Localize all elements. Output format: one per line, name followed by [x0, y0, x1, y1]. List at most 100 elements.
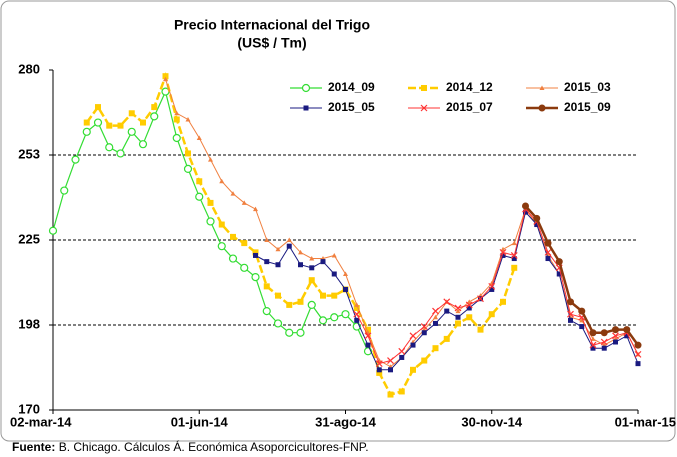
data-point	[230, 191, 236, 196]
data-point	[455, 320, 461, 327]
source: Fuente: B. Chicago. Cálculos Á. Económic…	[12, 439, 369, 454]
data-point	[341, 310, 350, 319]
data-point	[320, 259, 326, 265]
data-point	[163, 76, 168, 82]
data-point	[353, 305, 360, 311]
data-point	[150, 112, 159, 121]
data-point	[264, 237, 270, 242]
data-point	[433, 320, 438, 326]
data-point	[387, 357, 394, 364]
data-point	[477, 295, 484, 303]
data-point	[298, 249, 303, 255]
data-point	[511, 240, 517, 246]
data-point	[251, 272, 260, 282]
data-point	[95, 104, 101, 111]
data-point	[398, 347, 406, 355]
data-point	[117, 122, 124, 129]
data-point	[219, 178, 225, 184]
y-tick-label: 198	[18, 316, 40, 331]
legend-item: 2015_09	[526, 100, 611, 114]
data-point	[71, 155, 80, 164]
data-point	[253, 252, 258, 258]
data-point	[511, 256, 517, 262]
data-point	[409, 332, 417, 340]
data-point	[488, 311, 495, 318]
data-point	[264, 259, 270, 265]
data-point	[275, 246, 281, 252]
data-point	[195, 192, 204, 201]
data-point	[443, 298, 451, 306]
data-point	[510, 252, 518, 259]
data-point	[296, 328, 305, 337]
data-point	[196, 178, 203, 185]
legend-label: 2015_07	[446, 100, 493, 114]
data-point	[331, 271, 337, 277]
x-tick-label: 30-nov-14	[461, 414, 522, 429]
source-text: B. Chicago. Cálculos Á. Económica Asopor…	[59, 439, 369, 454]
data-point	[376, 369, 383, 376]
data-point	[297, 298, 304, 305]
data-point	[454, 304, 462, 312]
data-point	[511, 264, 518, 271]
data-point	[320, 292, 326, 299]
data-point	[173, 116, 180, 123]
data-point	[286, 237, 292, 242]
data-point	[252, 249, 259, 256]
data-point	[567, 310, 574, 318]
legend-marker	[420, 104, 428, 112]
data-point	[105, 143, 114, 152]
data-point	[590, 336, 596, 341]
data-point	[398, 388, 405, 395]
data-point	[273, 319, 283, 328]
data-point	[544, 239, 552, 247]
data-point	[500, 298, 506, 305]
data-point	[455, 308, 461, 314]
data-point	[466, 314, 473, 321]
data-point	[331, 252, 337, 258]
data-point	[465, 301, 473, 309]
data-point	[500, 246, 506, 252]
data-point	[533, 214, 541, 222]
data-point	[545, 256, 551, 262]
data-point	[207, 199, 214, 206]
data-point	[555, 258, 563, 266]
data-point	[613, 339, 618, 345]
data-point	[578, 307, 586, 315]
data-point	[286, 301, 293, 308]
data-point	[162, 73, 169, 80]
data-point	[285, 328, 294, 337]
data-point	[376, 367, 382, 373]
data-point	[466, 305, 472, 311]
x-tick-label: 02-mar-14	[10, 414, 72, 429]
data-point	[331, 292, 338, 299]
data-point	[410, 342, 416, 348]
data-point	[82, 127, 91, 136]
data-point	[218, 221, 225, 228]
data-point	[228, 254, 238, 263]
data-point	[420, 323, 428, 330]
data-point	[579, 324, 585, 330]
legend-item: 2015_05	[290, 100, 375, 114]
legend-marker	[421, 85, 427, 91]
data-point	[151, 104, 158, 111]
data-point	[399, 354, 405, 360]
data-point	[106, 122, 113, 129]
data-point	[196, 135, 202, 140]
data-point	[365, 342, 371, 348]
data-point	[241, 240, 248, 247]
data-point	[309, 256, 315, 261]
data-point	[534, 222, 540, 228]
data-point	[567, 298, 574, 306]
data-point	[612, 332, 619, 340]
data-point	[185, 116, 191, 122]
data-point	[93, 118, 103, 127]
data-point	[241, 200, 247, 205]
source-label: Fuente:	[12, 440, 55, 454]
data-point	[589, 341, 597, 349]
x-tick-label: 01-jun-14	[171, 414, 229, 429]
data-point	[208, 157, 213, 162]
data-point	[308, 277, 315, 284]
data-point	[206, 217, 215, 226]
legend-marker	[538, 104, 546, 112]
data-point	[477, 326, 484, 333]
